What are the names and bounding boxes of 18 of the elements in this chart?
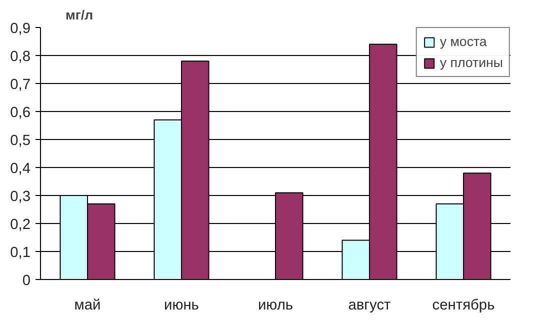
y-tick-label: 0,1 [10, 245, 30, 261]
y-tick-label: 0,9 [10, 21, 30, 37]
y-tick-label: 0,8 [10, 49, 30, 65]
x-tick-label: сентябрь [432, 298, 496, 314]
y-tick-label: 0,6 [10, 105, 30, 121]
y-tick-label: 0,2 [10, 217, 30, 233]
y-axis-title: мг/л [66, 8, 94, 22]
y-tick-label: 0,7 [10, 77, 30, 93]
x-tick-label: май [74, 298, 101, 314]
y-tick-label: 0,4 [10, 161, 30, 177]
y-tick-label: 0 [22, 273, 31, 289]
y-tick-label: 0,5 [10, 133, 30, 149]
x-tick-label: июль [258, 298, 294, 314]
x-tick-label: август [348, 298, 392, 314]
x-tick-label: июнь [164, 298, 200, 314]
legend-label: у плотины [440, 55, 503, 70]
legend-label: у моста [440, 34, 487, 49]
y-tick-label: 0,3 [10, 189, 30, 205]
